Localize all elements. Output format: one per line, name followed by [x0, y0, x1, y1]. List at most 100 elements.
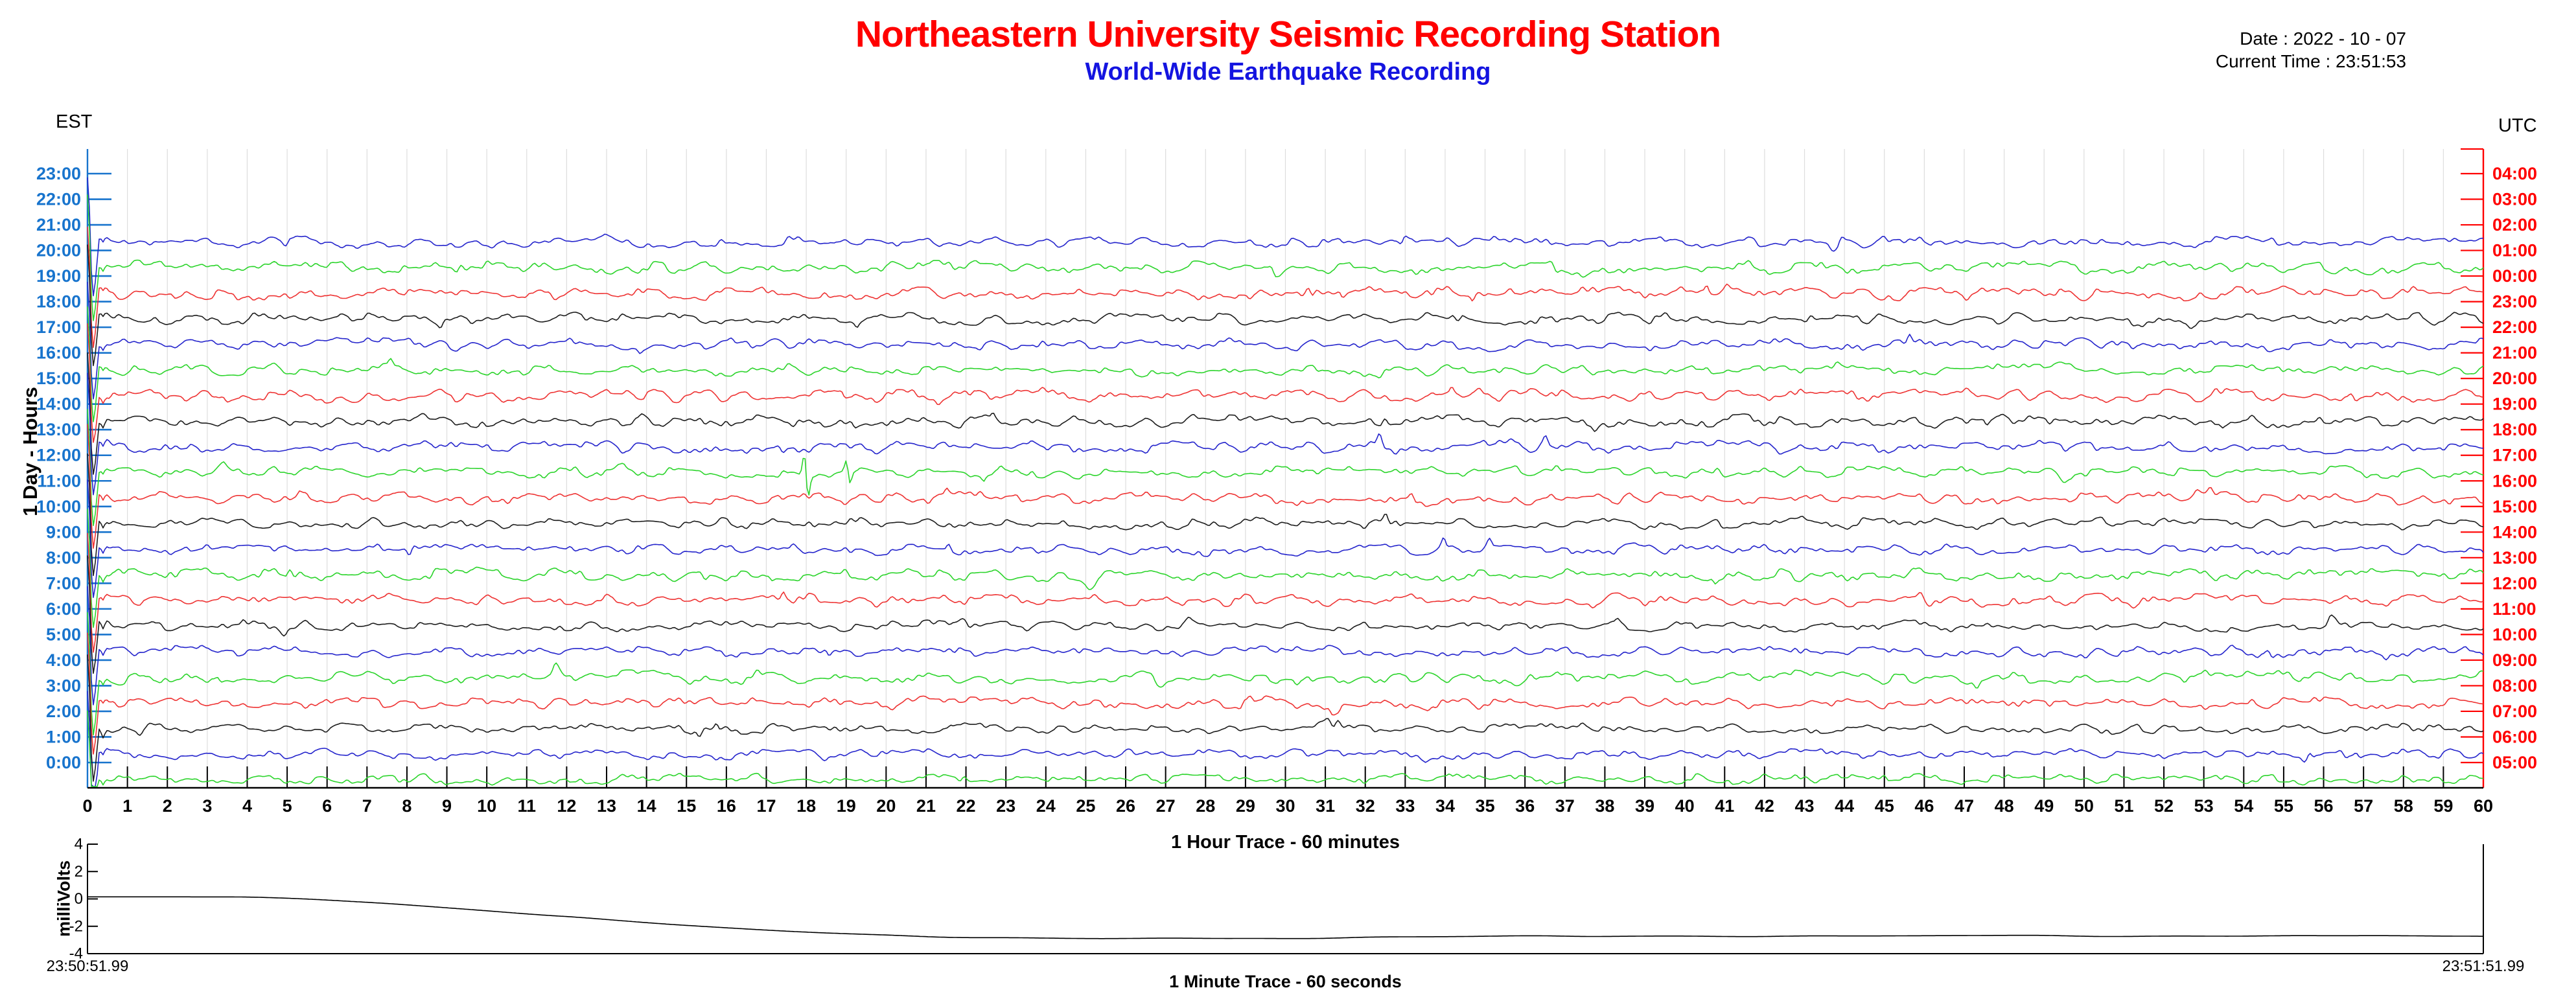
millivolt-tick-label: 4	[75, 836, 83, 853]
seismic-trace-7:00	[87, 509, 2484, 628]
minute-tick-label: 0	[82, 796, 92, 816]
minute-tick-label: 32	[1356, 796, 1375, 816]
seismic-trace-15:00	[87, 306, 2484, 422]
seismic-trace-10:00	[87, 424, 2484, 549]
date-time-block: Date : 2022 - 10 - 07 Current Time : 23:…	[2216, 27, 2406, 73]
minute-tick-label: 56	[2314, 796, 2334, 816]
minute-tick-label: 42	[1755, 796, 1774, 816]
seismic-trace-14:00	[87, 323, 2484, 443]
utc-tick-label: 01:00	[2492, 241, 2537, 260]
minute-tick-label: 30	[1275, 796, 1295, 816]
minute-tick-label: 18	[796, 796, 816, 816]
seismic-trace-19:00	[87, 194, 2484, 321]
minute-tick-label: 3	[202, 796, 212, 816]
minute-tick-label: 25	[1076, 796, 1095, 816]
minute-tick-label: 2	[163, 796, 172, 816]
utc-tick-label: 12:00	[2492, 573, 2537, 593]
est-tick-label: 12:00	[36, 446, 81, 465]
minute-tick-label: 1	[122, 796, 132, 816]
seismic-trace-9:00	[87, 453, 2484, 577]
seismic-trace-18:00	[87, 226, 2483, 349]
utc-tick-label: 18:00	[2492, 420, 2537, 439]
minute-trace-x-axis-title: 1 Minute Trace - 60 seconds	[1169, 972, 1402, 991]
utc-tick-label: 00:00	[2492, 266, 2537, 286]
seismic-trace-5:00	[87, 555, 2484, 674]
est-tick-label: 17:00	[36, 317, 81, 337]
seismic-trace-8:00	[87, 479, 2484, 599]
minute-tick-label: 45	[1875, 796, 1894, 816]
minute-tick-label: 22	[957, 796, 976, 816]
seismic-trace-17:00	[87, 244, 2484, 367]
minute-tick-label: 49	[2034, 796, 2054, 816]
minute-tick-label: 43	[1794, 796, 1814, 816]
utc-tick-label: 20:00	[2492, 369, 2537, 388]
est-tick-label: 3:00	[46, 676, 81, 695]
minute-tick-label: 34	[1435, 796, 1455, 816]
utc-tick-label: 14:00	[2492, 522, 2537, 542]
minute-tick-label: 33	[1395, 796, 1415, 816]
minute-tick-label: 37	[1555, 796, 1575, 816]
utc-tick-label: 07:00	[2492, 702, 2537, 721]
minute-tick-label: 7	[362, 796, 372, 816]
millivolt-tick-label: -2	[69, 917, 83, 935]
minute-tick-label: 12	[557, 796, 576, 816]
est-tick-label: 18:00	[36, 292, 81, 312]
right-timezone-label: UTC	[2498, 115, 2537, 136]
minute-tick-label: 31	[1316, 796, 1335, 816]
utc-tick-label: 10:00	[2492, 625, 2537, 644]
minute-trace-y-axis-title: milliVolts	[54, 860, 74, 937]
utc-tick-label: 21:00	[2492, 343, 2537, 363]
current-time-label: Current Time : 23:51:53	[2215, 51, 2406, 71]
utc-tick-label: 11:00	[2492, 599, 2536, 619]
utc-tick-label: 03:00	[2492, 190, 2537, 209]
est-tick-label: 9:00	[46, 522, 81, 542]
minute-tick-label: 50	[2074, 796, 2094, 816]
minute-tick-label: 57	[2354, 796, 2373, 816]
est-tick-label: 6:00	[46, 599, 81, 619]
minute-tick-label: 4	[242, 796, 252, 816]
minute-tick-label: 10	[477, 796, 496, 816]
minute-tick-label: 58	[2394, 796, 2413, 816]
minute-tick-label: 52	[2154, 796, 2174, 816]
page-subtitle: World-Wide Earthquake Recording	[1085, 58, 1491, 86]
minute-tick-label: 55	[2274, 796, 2293, 816]
est-tick-label: 19:00	[36, 266, 81, 286]
seismic-trace-6:00	[87, 533, 2484, 653]
minute-tick-label: 39	[1635, 796, 1654, 816]
minute-tick-label: 36	[1515, 796, 1535, 816]
est-tick-label: 23:00	[36, 164, 81, 183]
est-tick-label: 1:00	[46, 727, 81, 746]
est-tick-label: 5:00	[46, 625, 81, 644]
minute-tick-label: 54	[2234, 796, 2253, 816]
minute-tick-label: 21	[916, 796, 936, 816]
est-tick-label: 8:00	[46, 548, 81, 568]
est-tick-label: 0:00	[46, 753, 81, 772]
est-tick-label: 15:00	[36, 369, 81, 388]
minute-tick-label: 26	[1116, 796, 1135, 816]
seismic-trace-13:00	[87, 352, 2484, 475]
est-tick-label: 11:00	[37, 471, 81, 490]
est-tick-label: 21:00	[36, 215, 81, 235]
minute-trace-end-time: 23:51:51.99	[2442, 958, 2525, 975]
minute-tick-label: 11	[518, 796, 537, 816]
seismic-trace-20:00	[87, 177, 2484, 297]
seismic-trace-0:00	[87, 691, 2484, 787]
minute-tick-label: 48	[1995, 796, 2014, 816]
minute-tick-label: 20	[876, 796, 896, 816]
est-tick-label: 22:00	[36, 190, 81, 209]
minute-tick-label: 35	[1476, 796, 1495, 816]
seismic-trace-16:00	[87, 281, 2484, 400]
est-tick-label: 4:00	[46, 650, 81, 670]
minute-tick-label: 23	[996, 796, 1015, 816]
utc-tick-label: 05:00	[2492, 753, 2537, 772]
seismic-trace-2:00	[87, 632, 2484, 755]
est-tick-label: 10:00	[36, 497, 81, 516]
millivolt-tick-label: 2	[75, 863, 83, 880]
seismic-trace-11:00	[87, 409, 2484, 527]
seismic-trace-3:00	[87, 612, 2484, 736]
utc-tick-label: 06:00	[2492, 727, 2537, 746]
millivolt-tick-label: -4	[69, 945, 83, 963]
minute-tick-label: 38	[1595, 796, 1614, 816]
millivolt-tick-label: 0	[75, 890, 83, 908]
